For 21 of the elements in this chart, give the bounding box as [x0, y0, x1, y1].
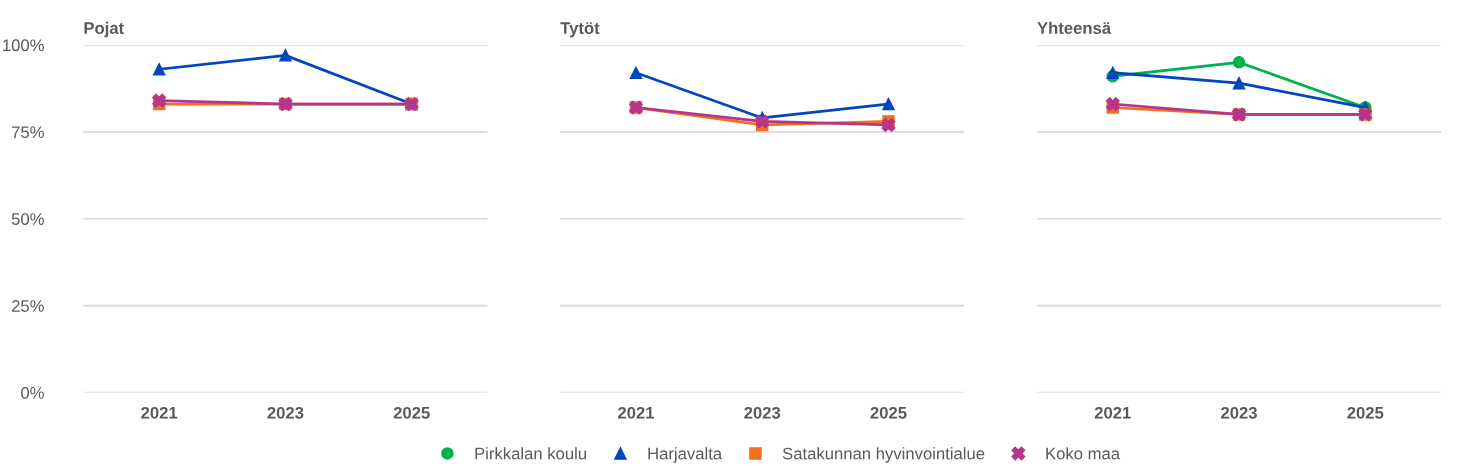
y-tick-label: 100% [3, 39, 44, 52]
legend-label: Koko maa [1046, 447, 1121, 460]
x-tick-label: 2021 [1094, 406, 1131, 419]
x-tick-label: 2023 [267, 406, 304, 419]
y-tick-label: 0% [21, 386, 44, 399]
y-tick-label: 75% [12, 126, 44, 139]
x-tick-label: 2023 [744, 406, 781, 419]
x-tick-label: 2021 [141, 406, 178, 419]
x-tick-label: 2021 [617, 406, 655, 419]
chart-title: Yhteensä [1037, 21, 1112, 34]
x-tick-label: 2025 [1347, 406, 1384, 419]
y-tick-label: 25% [11, 300, 44, 312]
x-tick-label: 2025 [393, 406, 430, 419]
legend-label: Satakunnan hyvinvointialue [782, 447, 985, 463]
legend-label: Harjavalta [648, 447, 723, 463]
x-tick-label: 2025 [870, 406, 907, 419]
chart-title: Tytöt [560, 22, 600, 38]
chart-title: Pojat [84, 21, 124, 38]
y-tick-label: 50% [11, 213, 44, 225]
x-tick-label: 2023 [1221, 406, 1257, 419]
legend-label: Pirkkalan koulu [475, 447, 586, 460]
